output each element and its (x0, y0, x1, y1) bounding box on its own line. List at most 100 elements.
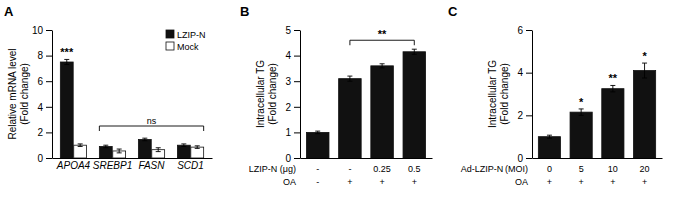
error-bar (156, 148, 161, 152)
y-tick: 2 (517, 110, 532, 121)
annotation: ** (378, 28, 387, 40)
x-row-label: + (579, 177, 584, 187)
error-bar (642, 63, 647, 78)
y-tick-label: 3 (285, 76, 291, 87)
y-tick-mark (526, 73, 532, 74)
legend-swatch (166, 30, 174, 38)
panel: 012345Intracellular TG(Fold change)BLZIP… (240, 4, 433, 187)
annotation: ns (147, 116, 157, 126)
y-axis-title: Intracellular TG(Fold change) (487, 60, 510, 128)
y-tick: 5 (285, 25, 300, 36)
y-tick-mark (526, 158, 532, 159)
y-tick: 2 (285, 102, 300, 113)
annotation: *** (60, 46, 74, 58)
panel: 0246Intracellular TG(Fold change)CAd-LZI… (448, 4, 663, 187)
x-row-label: + (547, 177, 552, 187)
y-tick-label: 2 (517, 110, 523, 121)
y-tick-mark (294, 30, 300, 31)
bar (339, 79, 362, 158)
y-tick-mark (46, 132, 52, 133)
y-tick: 3 (285, 76, 300, 87)
x-row-label: - (316, 177, 319, 187)
y-tick-label: 0 (285, 153, 291, 164)
x-axis-line (53, 158, 213, 159)
legend-item: LZIP-N (166, 30, 206, 40)
y-axis-line (532, 31, 533, 159)
y-tick: 6 (37, 76, 52, 87)
y-tick-mark (46, 81, 52, 82)
y-tick-label: 8 (37, 50, 43, 61)
bar (306, 132, 329, 158)
y-tick-mark (46, 158, 52, 159)
annotation: * (642, 50, 647, 62)
annotation: ** (609, 72, 618, 84)
x-row-label: - (316, 164, 319, 174)
bar-series (60, 59, 190, 158)
bar (403, 52, 426, 158)
y-axis: 0 2 4 6 (517, 25, 532, 164)
bar (138, 139, 151, 158)
x-tick-label: APOA4 (56, 160, 91, 171)
x-tick: SCD1 (177, 160, 204, 171)
y-tick-mark (46, 56, 52, 57)
error-bar (117, 149, 122, 153)
y-axis: 0 1 2 3 4 5 (285, 25, 300, 164)
x-tick-label: SCD1 (177, 160, 204, 171)
y-tick-mark (526, 115, 532, 116)
y-tick-mark (46, 107, 52, 108)
error-bar (412, 49, 417, 54)
x-row-label: + (642, 177, 647, 187)
bar (177, 145, 190, 158)
bracket (99, 126, 203, 131)
x-row-title: LZIP-N (μg) (249, 164, 296, 174)
x-axis-line (301, 158, 433, 159)
panel: 0246810APOA4SREBP1FASNSCD1Relative mRNA … (4, 4, 213, 171)
x-row-label: + (412, 177, 417, 187)
y-tick-label: 4 (517, 67, 523, 78)
y-tick: 1 (285, 127, 300, 138)
x-row-label: 20 (640, 164, 650, 174)
y-axis-title: Relative mRNA level(Fold change) (7, 48, 30, 139)
y-tick-mark (526, 30, 532, 31)
bars (306, 49, 425, 158)
y-tick: 0 (37, 153, 52, 164)
bar (570, 112, 592, 158)
x-row-label: + (379, 177, 384, 187)
bar-series (74, 144, 204, 158)
y-tick-label: 0 (37, 153, 43, 164)
y-tick-label: 4 (285, 50, 291, 61)
y-tick: 6 (517, 25, 532, 36)
y-tick-label: 10 (32, 25, 44, 36)
y-axis-line (52, 31, 53, 159)
x-row-title: OA (515, 177, 528, 187)
x-row-label: 10 (608, 164, 618, 174)
x-tick-label: SREBP1 (93, 160, 132, 171)
error-bar (610, 85, 615, 91)
bar (538, 137, 560, 158)
x-axis (301, 158, 433, 159)
error-bar (103, 145, 108, 148)
error-bar (380, 64, 385, 68)
y-tick: 0 (285, 153, 300, 164)
error-bar (547, 135, 552, 138)
y-tick: 4 (517, 67, 532, 78)
x-axis-line (533, 158, 663, 159)
panel-label: A (4, 4, 14, 19)
x-row-title: OA (283, 177, 296, 187)
bar (60, 62, 73, 158)
x-row-label: 0 (547, 164, 552, 174)
y-tick-mark (294, 158, 300, 159)
x-tick-label: FASN (139, 160, 166, 171)
x-row-label: 0.5 (408, 164, 421, 174)
y-tick: 0 (517, 153, 532, 164)
x-row-label: + (347, 177, 352, 187)
error-bar (315, 131, 320, 134)
y-tick-mark (294, 81, 300, 82)
y-tick: 10 (32, 25, 52, 36)
y-tick-label: 1 (285, 127, 291, 138)
legend-label: LZIP-N (177, 30, 206, 40)
y-axis: 0246810 (32, 25, 53, 164)
legend-item: Mock (166, 42, 199, 52)
y-axis-line (300, 31, 301, 159)
bar-series (538, 63, 655, 158)
